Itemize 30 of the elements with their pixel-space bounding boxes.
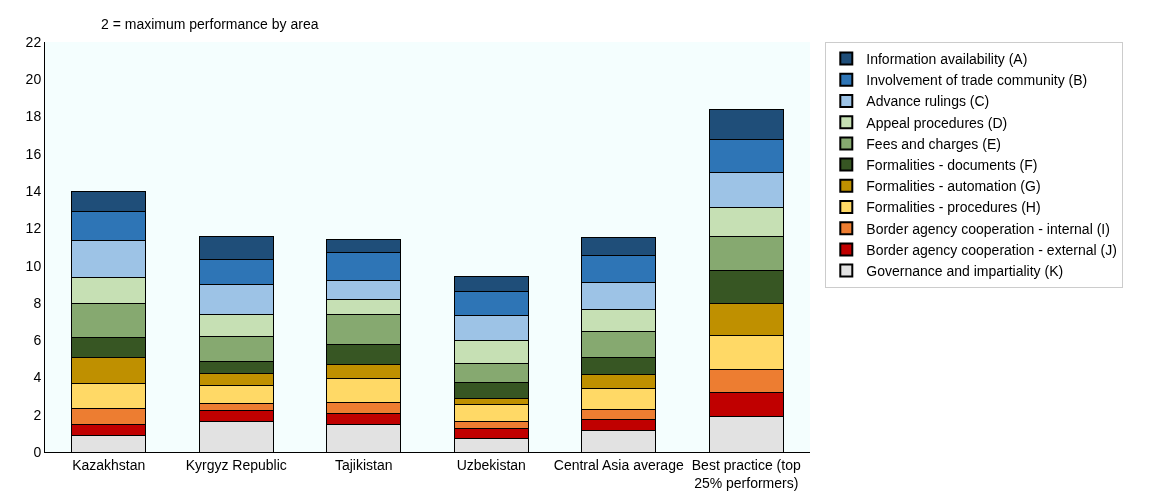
y-tick-label: 4 xyxy=(33,369,42,386)
legend-label: Border agency cooperation - external (J) xyxy=(866,241,1117,258)
y-tick-label: 2 xyxy=(33,406,42,423)
y-tick-label: 20 xyxy=(25,71,42,88)
legend-label: Appeal procedures (D) xyxy=(866,114,1008,131)
legend-label: Border agency cooperation - internal (I) xyxy=(866,220,1110,237)
y-tick-label: 0 xyxy=(33,443,42,460)
legend-label: Information availability (A) xyxy=(866,51,1028,68)
y-tick-label: 12 xyxy=(25,220,42,237)
chart-subtitle: 2 = maximum performance by area xyxy=(101,16,319,32)
legend-label: Formalities - automation (G) xyxy=(866,178,1041,195)
x-tick-label: Kyrgyz Republic xyxy=(185,456,287,473)
legend-label: Governance and impartiality (K) xyxy=(866,263,1064,280)
y-tick-label: 16 xyxy=(25,145,42,162)
legend-label: Formalities - procedures (H) xyxy=(866,199,1041,216)
legend-label: Involvement of trade community (B) xyxy=(866,72,1088,89)
y-tick-label: 22 xyxy=(25,33,42,50)
y-tick-label: 10 xyxy=(25,257,42,274)
y-tick-label: 18 xyxy=(25,108,42,125)
x-tick-label: Best practice (top 25% performers) xyxy=(691,456,801,491)
x-tick-label: Tajikistan xyxy=(334,456,393,473)
legend-label: Fees and charges (E) xyxy=(866,135,1001,152)
legend-label: Advance rulings (C) xyxy=(866,93,990,110)
y-tick-label: 6 xyxy=(33,332,42,349)
x-tick-label: Uzbekistan xyxy=(456,456,526,473)
y-tick-label: 8 xyxy=(33,294,42,311)
legend-label: Formalities - documents (F) xyxy=(866,157,1038,174)
x-tick-label: Central Asia average xyxy=(553,456,684,473)
x-tick-label: Kazakhstan xyxy=(72,456,146,473)
y-tick-label: 14 xyxy=(25,182,42,199)
